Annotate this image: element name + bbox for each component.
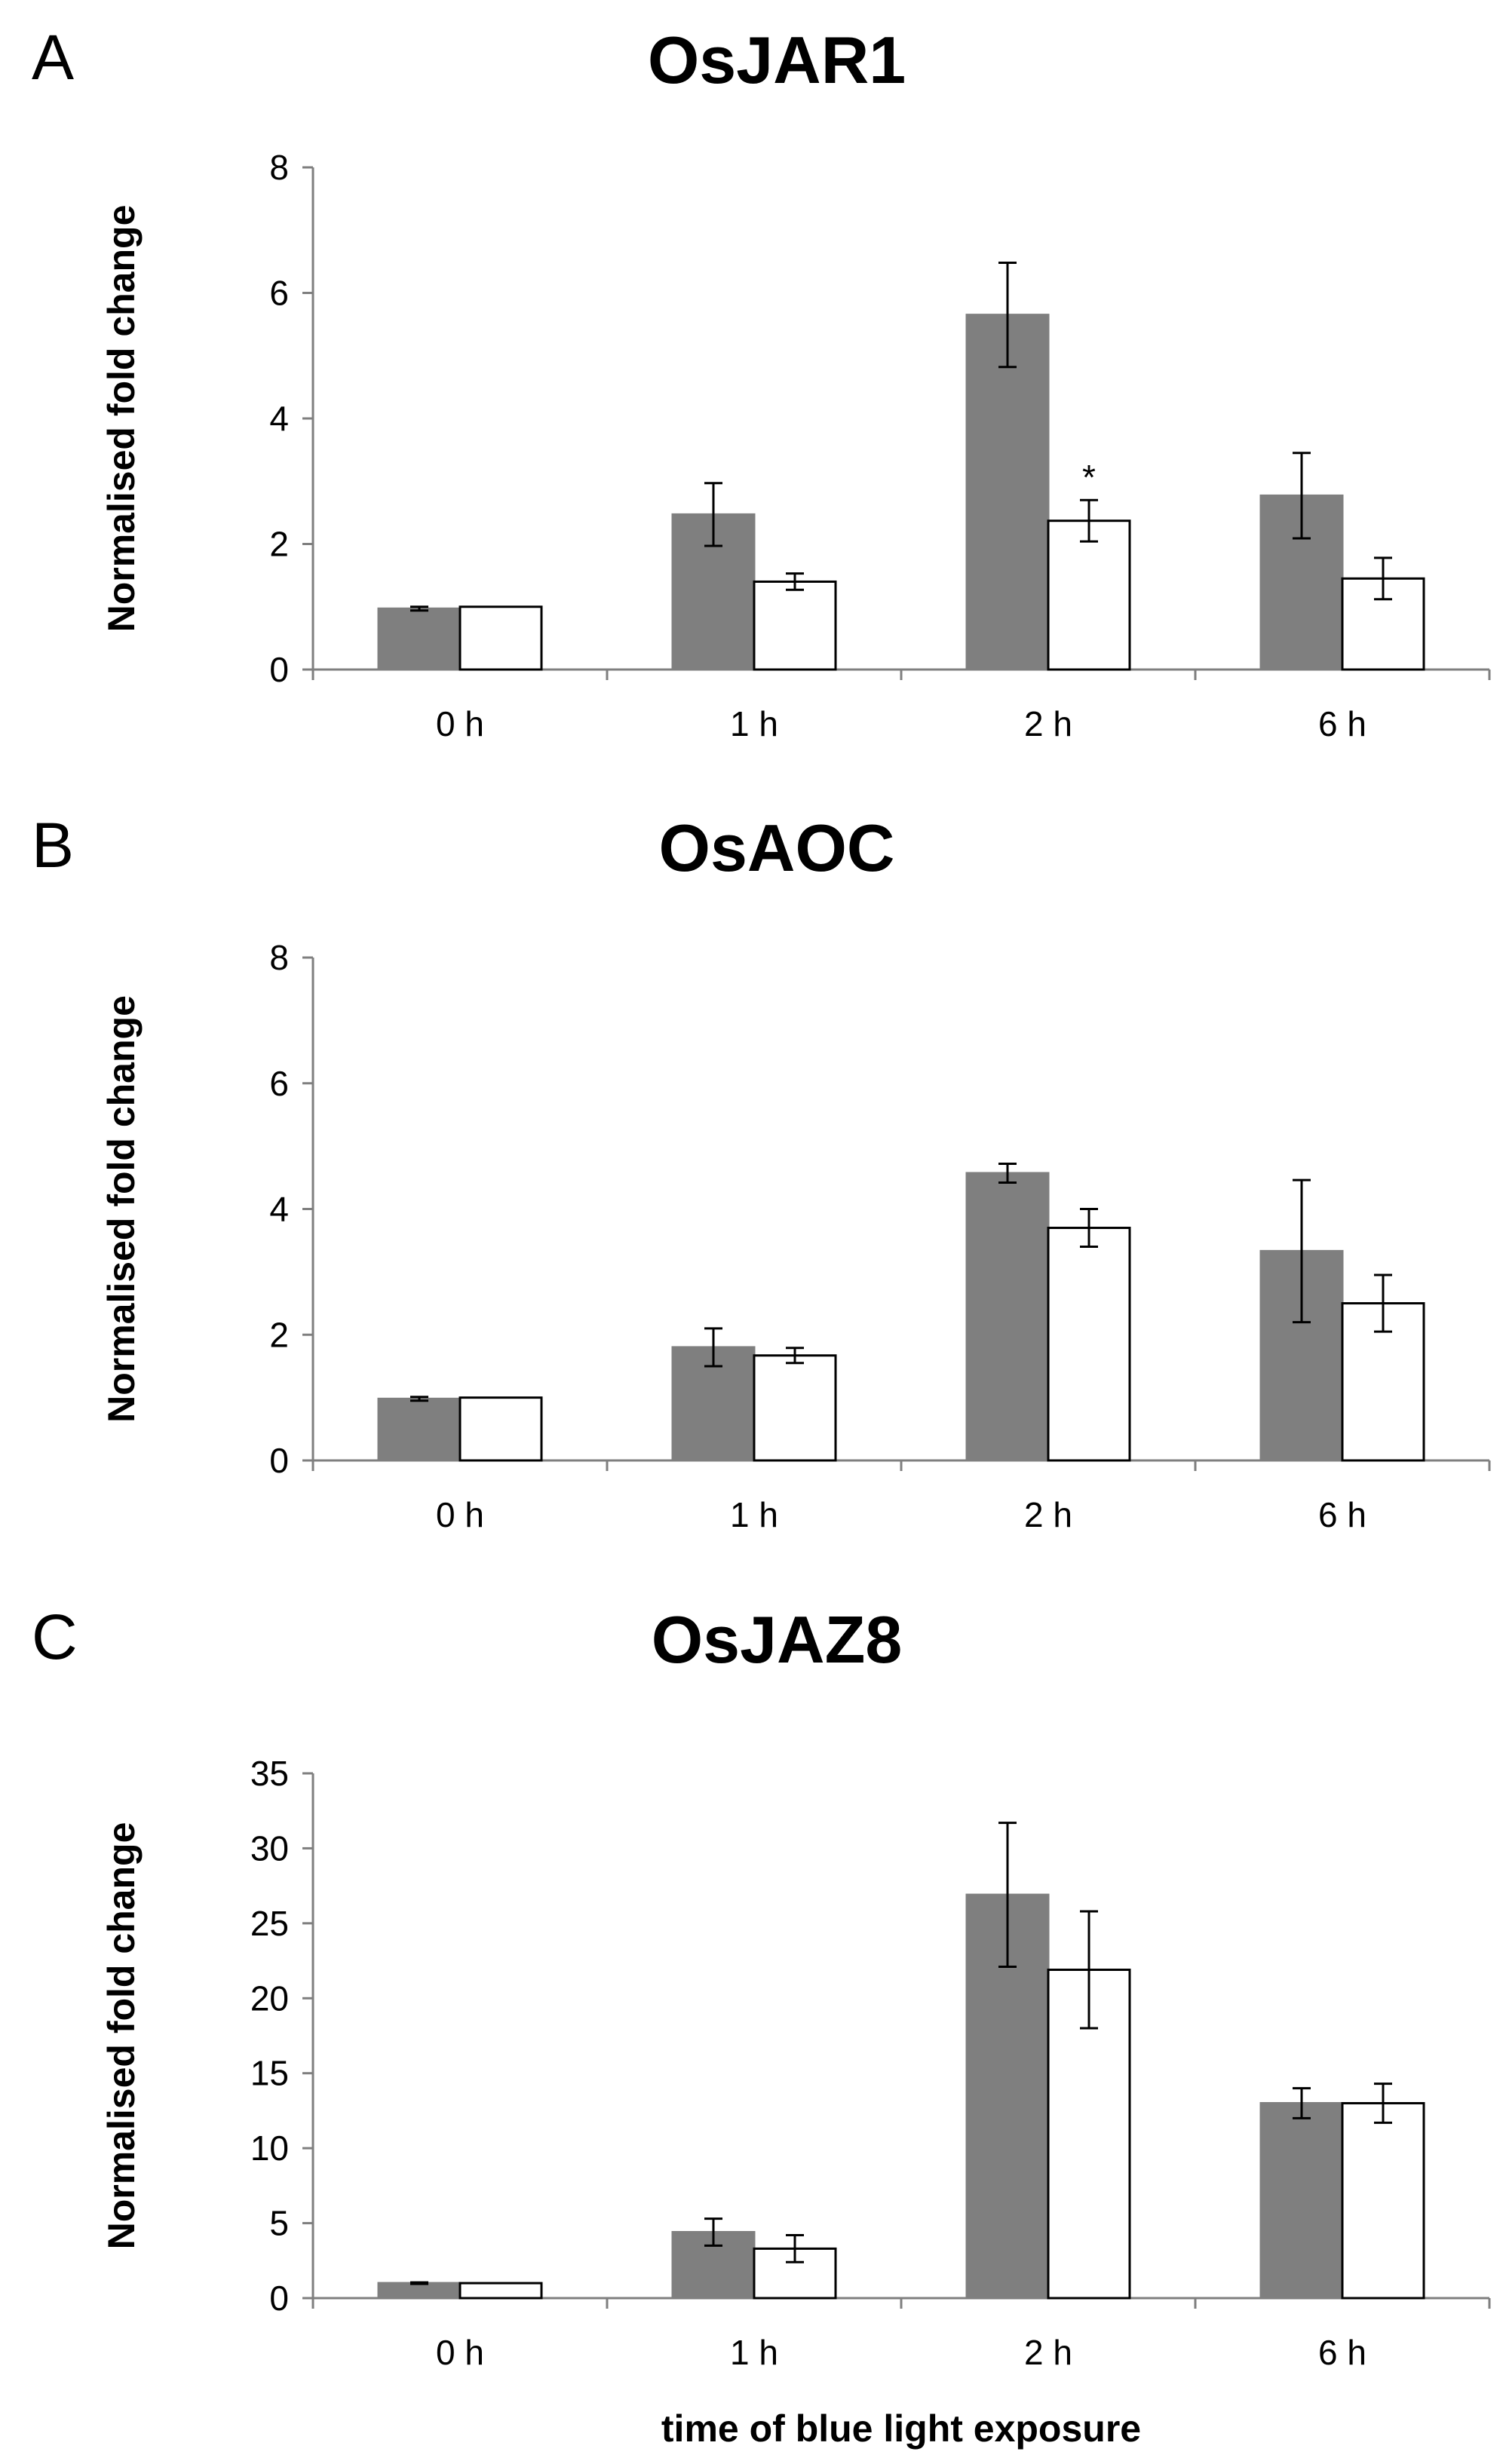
y-tick-label: 20: [250, 1978, 289, 2018]
bar: [965, 314, 1050, 671]
x-tick-label: 1 h: [730, 1495, 778, 1534]
y-axis-label: Normalised fold change: [100, 1822, 143, 2250]
bar: [1259, 2101, 1344, 2300]
bar: [459, 2282, 543, 2300]
x-axis-label: time of blue light exposure: [661, 2407, 1141, 2450]
y-axis-label: Normalised fold change: [100, 205, 143, 633]
x-tick-label: 1 h: [730, 2333, 778, 2372]
bar: [377, 2282, 462, 2300]
bar: [1341, 2101, 1425, 2300]
bar: [1047, 519, 1131, 671]
y-tick-label: 8: [269, 148, 289, 187]
y-tick-label: 0: [269, 2279, 289, 2318]
y-tick-label: 8: [269, 938, 289, 977]
x-tick-label: 2 h: [1024, 704, 1072, 743]
x-tick-label: 6 h: [1318, 2333, 1366, 2372]
bar: [377, 1397, 462, 1462]
x-tick-label: 0 h: [436, 1495, 484, 1534]
y-tick-label: 2: [269, 1315, 289, 1354]
y-tick-label: 4: [269, 1190, 289, 1229]
chart-title: OsAOC: [659, 811, 895, 885]
y-tick-label: 6: [269, 274, 289, 313]
bar: [377, 607, 462, 671]
panel-letter: B: [32, 810, 74, 881]
panel-a: A OsJAR1 Normalised fold change 0 2 4 6 8 0 h 1 h…: [32, 22, 1491, 743]
significance-marker: *: [1082, 458, 1096, 497]
panel-letter: C: [32, 1601, 78, 1672]
y-tick-label: 10: [250, 2128, 289, 2168]
x-tick-label: 1 h: [730, 704, 778, 743]
chart-title: OsJAZ8: [652, 1602, 903, 1677]
chart-title: OsJAR1: [648, 23, 906, 97]
y-tick-label: 0: [269, 1441, 289, 1480]
y-axis-label: Normalised fold change: [100, 995, 143, 1423]
x-tick-label: 6 h: [1318, 1495, 1366, 1534]
y-tick-label: 30: [250, 1828, 289, 1868]
bar: [753, 580, 837, 671]
bar: [753, 1354, 837, 1462]
y-tick-label: 6: [269, 1064, 289, 1103]
bar: [1047, 1227, 1131, 1462]
y-tick-label: 2: [269, 525, 289, 564]
y-tick-label: 15: [250, 2054, 289, 2093]
panel-c: C OsJAZ8 Normalised fold change 0 5 10 15 20 25 3…: [32, 1601, 1491, 2450]
panel-b: B OsAOC Normalised fold change 0 2 4 6 8 0 h 1 h 2…: [32, 810, 1491, 1534]
bar: [459, 605, 543, 671]
x-tick-label: 0 h: [436, 2333, 484, 2372]
x-tick-label: 0 h: [436, 704, 484, 743]
y-tick-label: 35: [250, 1754, 289, 1793]
y-tick-label: 5: [269, 2204, 289, 2243]
y-tick-label: 25: [250, 1904, 289, 1943]
x-tick-label: 2 h: [1024, 2333, 1072, 2372]
panel-letter: A: [32, 22, 74, 93]
bar: [965, 1172, 1050, 1462]
x-tick-label: 2 h: [1024, 1495, 1072, 1534]
bar: [459, 1396, 543, 1462]
y-tick-label: 0: [269, 650, 289, 689]
y-tick-label: 4: [269, 399, 289, 438]
x-tick-label: 6 h: [1318, 704, 1366, 743]
